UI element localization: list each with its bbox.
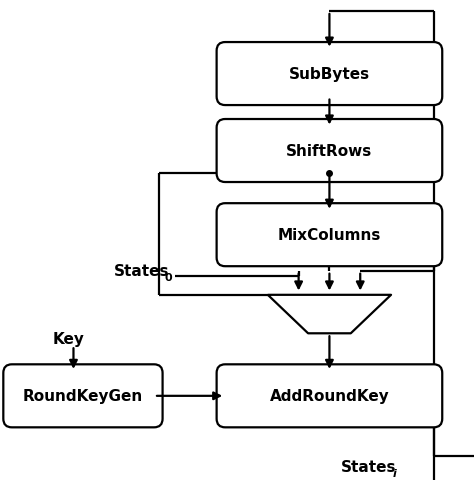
- Text: ShiftRows: ShiftRows: [286, 144, 373, 159]
- FancyBboxPatch shape: [3, 365, 163, 428]
- FancyBboxPatch shape: [217, 120, 442, 183]
- Text: States: States: [114, 264, 169, 279]
- Text: MixColumns: MixColumns: [278, 228, 381, 243]
- Text: 0: 0: [165, 273, 173, 282]
- Text: AddRoundKey: AddRoundKey: [270, 388, 389, 404]
- Text: i: i: [392, 468, 396, 478]
- Text: States: States: [341, 459, 397, 474]
- FancyBboxPatch shape: [217, 365, 442, 428]
- FancyBboxPatch shape: [217, 204, 442, 267]
- Text: RoundKeyGen: RoundKeyGen: [23, 388, 143, 404]
- FancyBboxPatch shape: [217, 43, 442, 106]
- Text: SubBytes: SubBytes: [289, 67, 370, 82]
- Text: Key: Key: [52, 331, 84, 346]
